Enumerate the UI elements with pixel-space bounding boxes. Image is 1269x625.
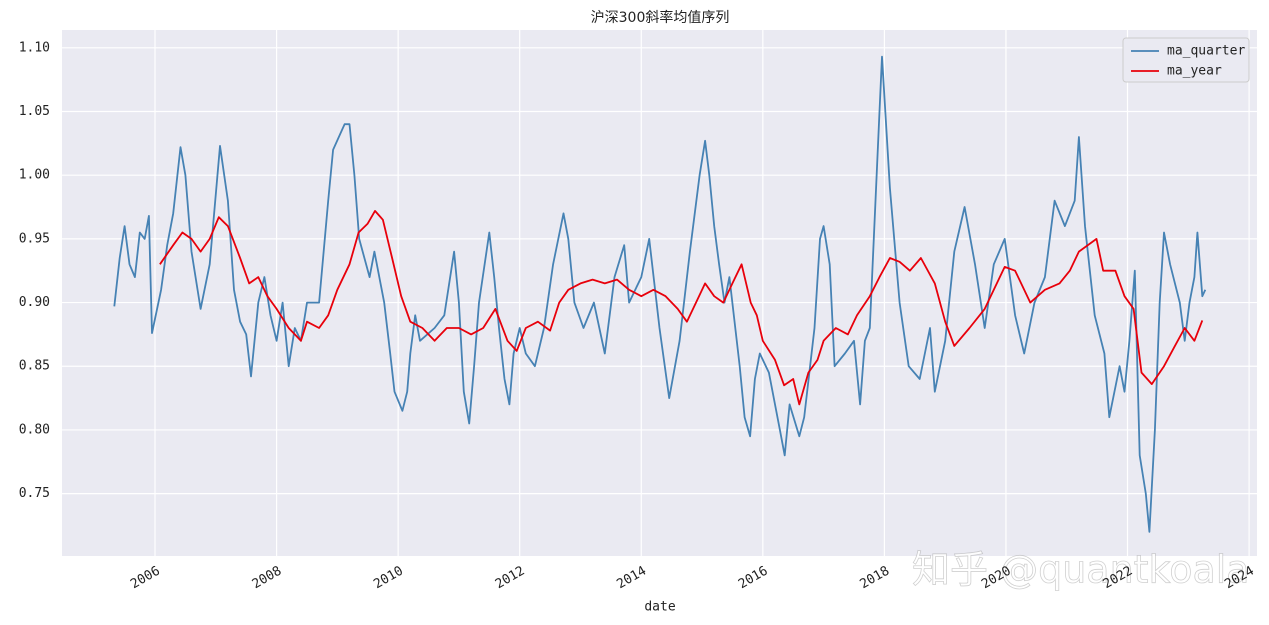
y-tick-label: 0.80 <box>19 422 50 437</box>
x-tick-label: 2012 <box>493 564 528 593</box>
y-tick-label: 0.85 <box>19 359 50 374</box>
y-tick-label: 0.75 <box>19 486 50 501</box>
x-tick-label: 2014 <box>614 563 649 592</box>
y-tick-label: 1.05 <box>19 104 50 119</box>
lines <box>113 55 1207 533</box>
x-axis-label: date <box>644 600 675 615</box>
series-line <box>159 210 1204 406</box>
x-tick-label: 2010 <box>371 564 406 593</box>
x-tick-label: 2018 <box>858 564 893 593</box>
legend-label: ma_year <box>1167 64 1222 79</box>
grid <box>62 30 1257 556</box>
x-tick-label: 2016 <box>736 564 771 593</box>
y-tick-label: 1.10 <box>19 40 50 55</box>
x-tick-label: 2008 <box>250 564 285 593</box>
y-tick-label: 1.00 <box>19 168 50 183</box>
legend: ma_quarter ma_year <box>1122 37 1250 83</box>
y-tick-label: 0.95 <box>19 231 50 246</box>
y-tick-label: 0.90 <box>19 295 50 310</box>
x-tick-label: 2006 <box>128 564 163 593</box>
series-line <box>113 55 1207 533</box>
chart-title: 沪深300斜率均值序列 <box>591 9 730 26</box>
legend-label: ma_quarter <box>1167 44 1245 59</box>
watermark: 知乎 @quantkoala <box>912 548 1250 592</box>
